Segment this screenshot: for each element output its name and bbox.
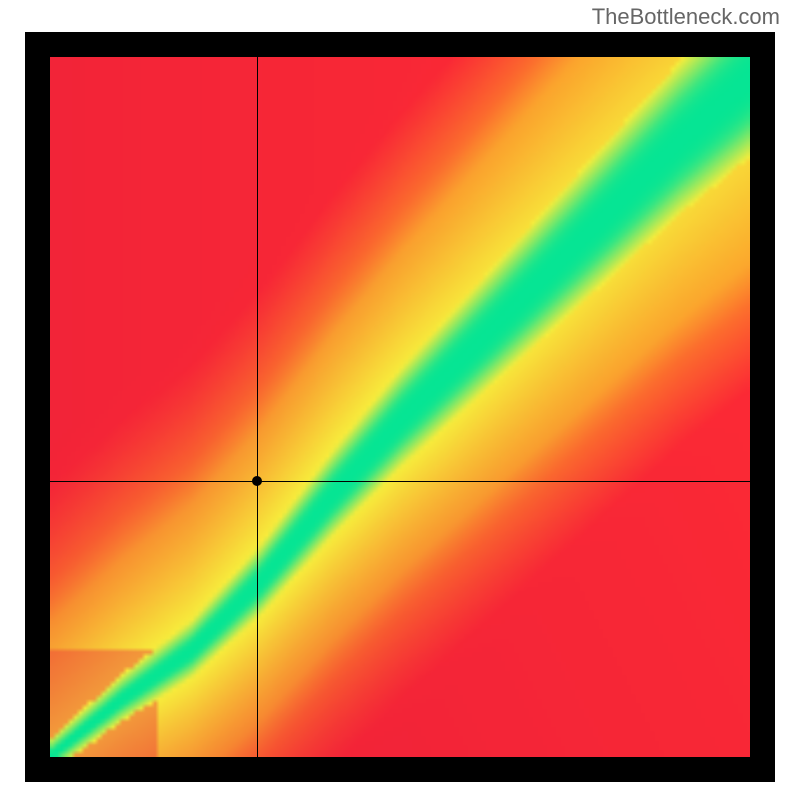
heatmap-canvas bbox=[50, 57, 750, 757]
plot-area bbox=[50, 57, 750, 757]
marker-dot bbox=[252, 476, 262, 486]
watermark-text: TheBottleneck.com bbox=[592, 4, 780, 30]
chart-container: TheBottleneck.com bbox=[0, 0, 800, 800]
crosshair-vertical bbox=[257, 57, 258, 757]
crosshair-horizontal bbox=[50, 481, 750, 482]
